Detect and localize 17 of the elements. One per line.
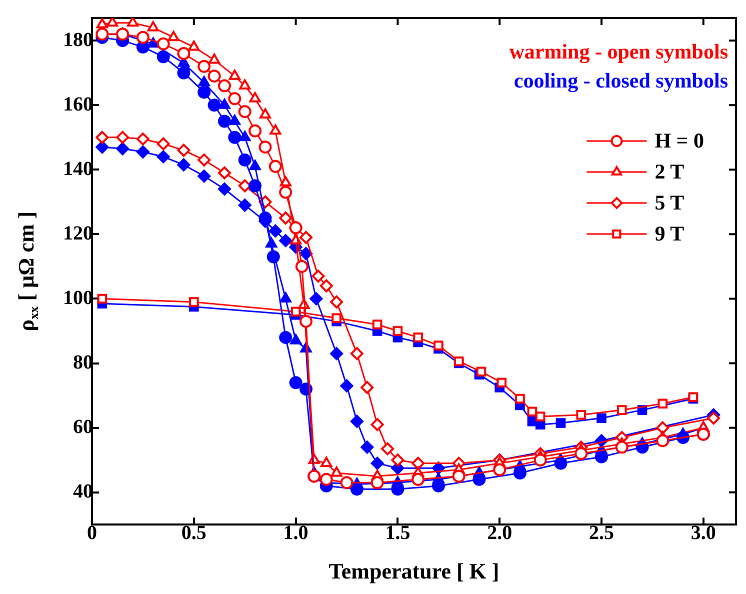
x-tick-label: 2.5 — [588, 522, 614, 544]
x-axis-title: Temperature [ K ] — [328, 558, 500, 584]
legend-label: 5 T — [654, 190, 684, 214]
x-tick-label: 0 — [87, 522, 97, 544]
y-tick-label: 180 — [63, 28, 93, 51]
y-axis-title: ρxx [ μΩ cm ] — [14, 211, 42, 332]
y-tick-label: 100 — [63, 286, 93, 309]
x-tick-label: 1.5 — [385, 522, 410, 544]
x-tick-label: 0.5 — [181, 522, 206, 544]
annotation: warming - open symbols — [509, 39, 728, 64]
legend-label: 9 T — [654, 221, 684, 246]
x-tick-label: 1.0 — [283, 522, 308, 544]
x-tick-label: 3.0 — [690, 522, 716, 544]
annotation: cooling - closed symbols — [514, 68, 728, 92]
legend-label: 2 T — [654, 159, 684, 184]
x-tick-label: 2.0 — [487, 522, 512, 544]
legend-label: H = 0 — [654, 128, 704, 152]
